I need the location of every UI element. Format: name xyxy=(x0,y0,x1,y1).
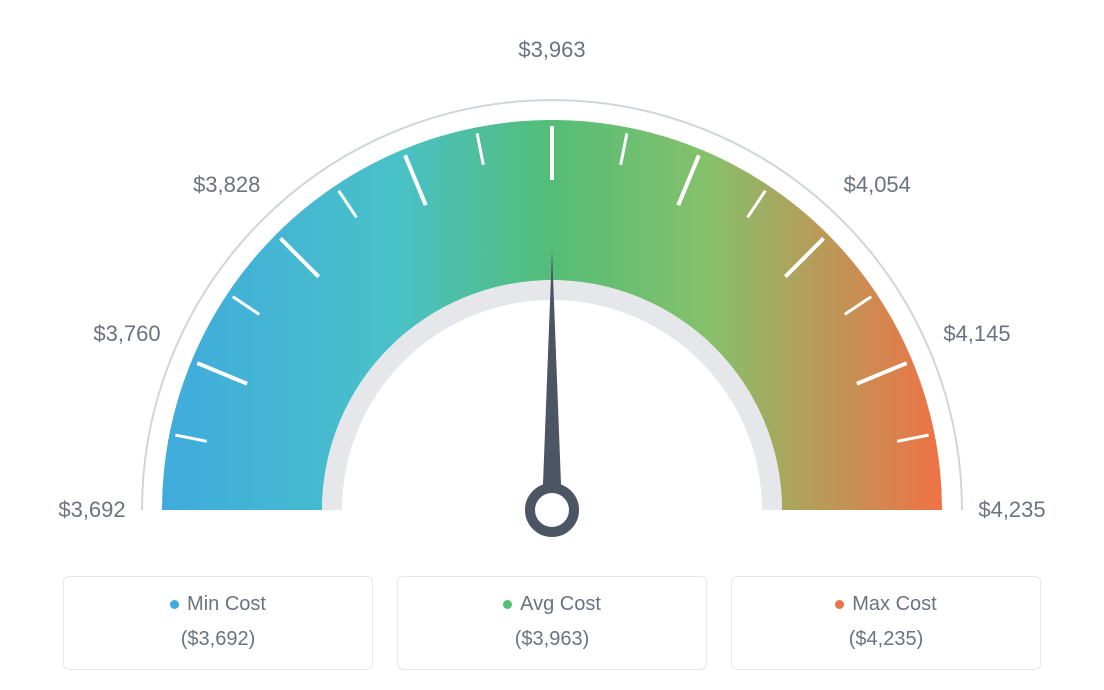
legend-title-max: Max Cost xyxy=(835,593,936,616)
legend-card-avg: Avg Cost ($3,963) xyxy=(397,576,707,670)
legend-value-max: ($4,235) xyxy=(732,628,1040,651)
gauge-tick-label: $4,054 xyxy=(844,172,911,198)
gauge-tick-label: $4,235 xyxy=(978,497,1045,523)
gauge-tick-label: $3,963 xyxy=(518,37,585,63)
gauge-tick-label: $3,692 xyxy=(58,497,125,523)
legend-card-min: Min Cost ($3,692) xyxy=(63,576,373,670)
legend-value-avg: ($3,963) xyxy=(398,628,706,651)
dot-min xyxy=(170,600,179,609)
legend-label-avg: Avg Cost xyxy=(520,593,601,616)
legend-card-max: Max Cost ($4,235) xyxy=(731,576,1041,670)
dot-avg xyxy=(503,600,512,609)
gauge-tick-label: $3,828 xyxy=(193,172,260,198)
legend-value-min: ($3,692) xyxy=(64,628,372,651)
gauge-svg xyxy=(102,80,1002,580)
gauge-tick-label: $3,760 xyxy=(93,321,160,347)
legend-row: Min Cost ($3,692) Avg Cost ($3,963) Max … xyxy=(63,576,1041,670)
gauge-tick-label: $4,145 xyxy=(943,321,1010,347)
legend-title-avg: Avg Cost xyxy=(503,593,601,616)
gauge-chart: $3,692 $3,760 $3,828 $3,963 $4,054 $4,145 $4,2… xyxy=(0,0,1104,560)
legend-title-min: Min Cost xyxy=(170,593,266,616)
dot-max xyxy=(835,600,844,609)
legend-label-min: Min Cost xyxy=(187,593,266,616)
legend-label-max: Max Cost xyxy=(852,593,936,616)
